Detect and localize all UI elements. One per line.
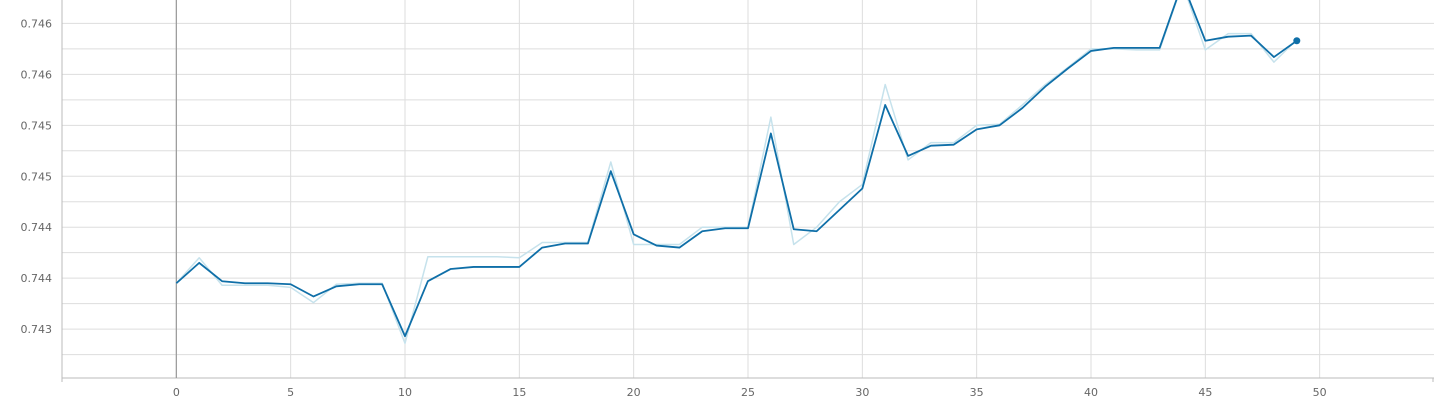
axes xyxy=(61,0,1434,382)
x-tick-label: 0 xyxy=(173,386,180,399)
series-line-smoothed xyxy=(175,0,1298,338)
y-tick-label: 0.746 xyxy=(21,17,53,30)
y-tick-label: 0.744 xyxy=(21,272,53,285)
x-tick-label: 40 xyxy=(1084,386,1098,399)
y-tick-label: 0.744 xyxy=(21,221,53,234)
data-point[interactable] xyxy=(1293,37,1301,45)
y-tick-label: 0.746 xyxy=(21,68,53,81)
x-tick-label: 35 xyxy=(970,386,984,399)
x-tick-label: 30 xyxy=(855,386,869,399)
grid xyxy=(62,0,1434,378)
x-tick-label: 50 xyxy=(1313,386,1327,399)
x-tick-label: 45 xyxy=(1198,386,1212,399)
series-line-raw xyxy=(175,0,1298,345)
series-lines xyxy=(175,0,1298,345)
x-tick-label: 20 xyxy=(627,386,641,399)
x-tick-label: 10 xyxy=(398,386,412,399)
x-tick-label: 25 xyxy=(741,386,755,399)
x-tick-label: 15 xyxy=(512,386,526,399)
y-tick-label: 0.745 xyxy=(21,170,53,183)
y-tick-label: 0.743 xyxy=(21,323,53,336)
x-tick-label: 5 xyxy=(287,386,294,399)
last-point-marker xyxy=(1293,37,1301,45)
y-tick-label: 0.745 xyxy=(21,119,53,132)
tick-labels: 0 5 10 15 20 25 30 35 40 45 50 0.743 0.744 0.744 0.745… xyxy=(21,17,1327,399)
